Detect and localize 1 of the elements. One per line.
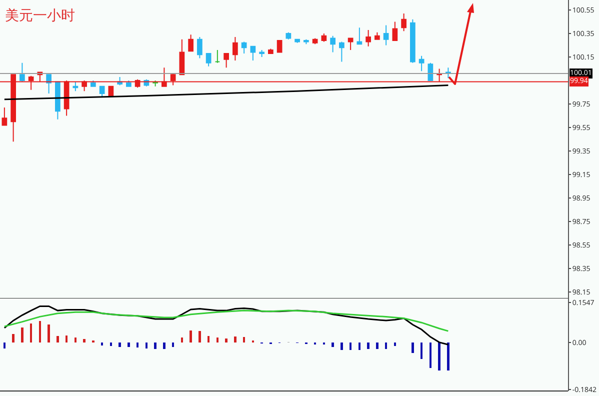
text: 美元一小时 — [4, 8, 75, 24]
